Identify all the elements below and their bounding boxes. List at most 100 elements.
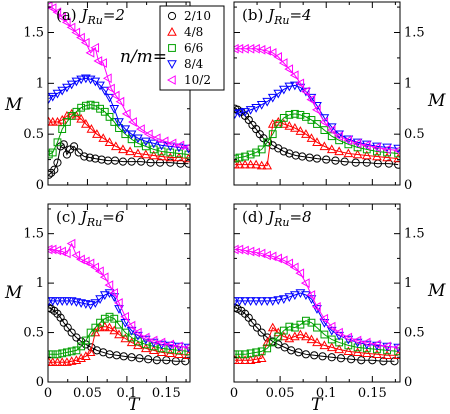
data-point-6-6 [110, 314, 119, 323]
data-point-6-6 [105, 112, 114, 121]
data-point-4-8 [81, 118, 91, 128]
data-point-4-8 [361, 348, 372, 358]
data-point-10-2 [128, 117, 137, 127]
data-point-2-10 [119, 352, 128, 361]
data-point-4-8 [234, 159, 245, 169]
data-point-6-6 [353, 343, 362, 352]
data-point-8-4 [256, 297, 267, 306]
data-point-2-10 [322, 155, 331, 164]
data-point-10-2 [85, 47, 95, 58]
series-line-4-8 [234, 121, 399, 167]
data-point-10-2 [66, 238, 76, 249]
data-point-6-6 [246, 349, 255, 358]
data-point-2-10 [72, 333, 81, 342]
data-point-4-8 [262, 160, 273, 170]
data-point-4-8 [98, 133, 109, 142]
data-point-8-4 [262, 297, 273, 306]
y-tick-label: 0 [404, 375, 412, 390]
data-point-8-4 [234, 109, 245, 118]
data-point-10-2 [104, 280, 114, 290]
legend-title: n/m= [120, 47, 167, 67]
data-point-10-2 [48, 3, 57, 13]
x-tick-label: 0.05 [73, 386, 102, 401]
data-point-10-2 [300, 86, 310, 97]
data-point-10-2 [156, 337, 166, 348]
y-tick-label: 1.5 [23, 227, 44, 242]
data-point-6-6 [48, 148, 57, 157]
data-point-10-2 [295, 78, 305, 89]
data-point-6-6 [313, 323, 321, 332]
data-point-2-10 [394, 160, 400, 169]
data-point-10-2 [90, 262, 100, 273]
data-point-10-2 [167, 138, 177, 149]
data-point-4-8 [295, 126, 306, 135]
panel-title-symbol: J [78, 208, 88, 226]
data-point-4-8 [234, 159, 240, 169]
data-point-8-4 [76, 75, 86, 85]
data-point-4-8 [256, 160, 267, 170]
data-point-10-2 [99, 272, 109, 283]
data-point-2-10 [63, 323, 72, 332]
data-point-2-10 [80, 152, 89, 161]
data-point-8-4 [234, 297, 240, 306]
data-point-2-10 [310, 351, 319, 360]
data-point-4-8 [256, 353, 267, 362]
series-line-2-10 [234, 108, 399, 166]
data-point-10-2 [256, 248, 266, 259]
data-point-4-8 [326, 342, 337, 352]
data-point-8-4 [290, 291, 300, 301]
x-tick-label: 0.05 [266, 386, 295, 401]
data-point-10-2 [132, 327, 142, 338]
data-point-8-4 [104, 93, 115, 103]
plot-frame [47, 1, 191, 186]
data-point-10-2 [159, 136, 169, 147]
data-point-6-6 [105, 312, 114, 321]
data-point-10-2 [334, 131, 343, 142]
data-point-4-8 [48, 116, 58, 126]
data-point-8-4 [352, 338, 363, 348]
data-point-6-6 [313, 120, 321, 128]
data-point-6-6 [72, 346, 81, 355]
data-point-10-2 [61, 248, 71, 259]
data-point-10-2 [234, 43, 239, 54]
data-point-10-2 [80, 37, 90, 48]
data-point-10-2 [165, 339, 174, 350]
data-point-10-2 [343, 332, 353, 343]
data-point-10-2 [71, 250, 81, 261]
data-point-6-6 [81, 336, 90, 345]
data-point-6-6 [115, 320, 123, 329]
data-point-2-10 [351, 158, 360, 167]
y-tick-label: 0 [404, 178, 412, 193]
data-point-10-2 [126, 320, 136, 331]
data-point-8-4 [343, 335, 354, 345]
data-point-8-4 [284, 82, 295, 92]
data-point-6-6 [307, 116, 316, 124]
data-point-10-2 [234, 43, 244, 54]
data-point-4-8 [306, 334, 317, 344]
data-point-10-2 [57, 246, 66, 257]
data-point-10-2 [319, 313, 329, 324]
data-point-6-6 [67, 111, 76, 120]
panel-title-value: =2 [103, 6, 125, 24]
data-point-4-8 [234, 355, 245, 364]
data-point-6-6 [127, 135, 136, 144]
data-point-2-10 [118, 157, 128, 166]
data-point-6-6 [307, 318, 316, 327]
legend-label: 2/10 [184, 9, 211, 23]
data-point-10-2 [326, 125, 336, 135]
data-point-4-8 [245, 355, 256, 364]
data-point-2-10 [155, 158, 165, 167]
y-tick-label: 1.5 [23, 26, 44, 41]
y-axis-label-right-top: M [427, 91, 446, 111]
data-point-10-2 [61, 17, 71, 28]
data-point-10-2 [289, 262, 299, 273]
data-point-10-2 [121, 108, 131, 119]
data-point-6-6 [257, 145, 266, 154]
panel-label: (b) [242, 6, 268, 24]
data-point-10-2 [183, 143, 190, 152]
data-point-10-2 [311, 301, 321, 312]
panel-title-subscript: Ru [273, 216, 289, 229]
data-point-6-6 [285, 322, 294, 331]
data-point-6-6 [296, 320, 305, 329]
data-point-10-2 [382, 341, 391, 352]
